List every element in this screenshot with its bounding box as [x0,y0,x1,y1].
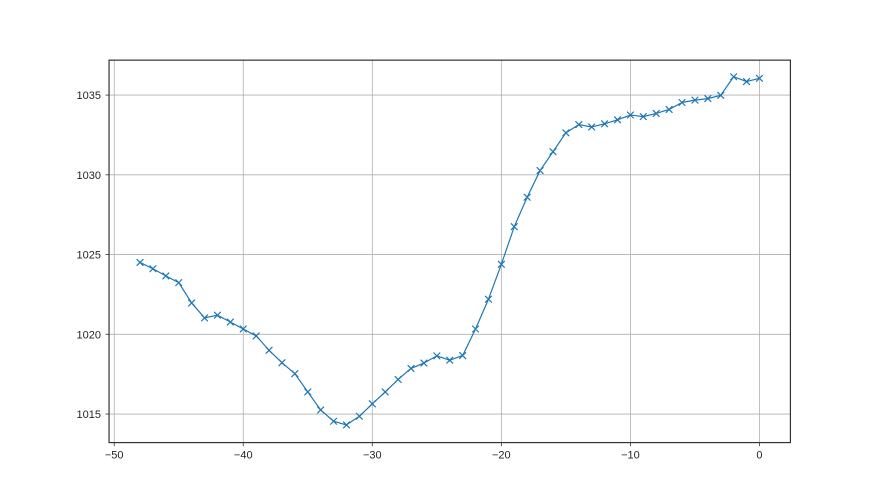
svg-text:−50: −50 [105,450,124,462]
svg-text:1020: 1020 [77,329,101,341]
svg-text:−20: −20 [492,450,511,462]
svg-text:1030: 1030 [77,170,101,182]
svg-text:−30: −30 [363,450,382,462]
svg-text:0: 0 [756,450,762,462]
svg-text:1025: 1025 [77,250,101,262]
svg-text:−10: −10 [621,450,640,462]
svg-text:1015: 1015 [77,409,101,421]
svg-text:1035: 1035 [77,90,101,102]
svg-text:−40: −40 [234,450,253,462]
